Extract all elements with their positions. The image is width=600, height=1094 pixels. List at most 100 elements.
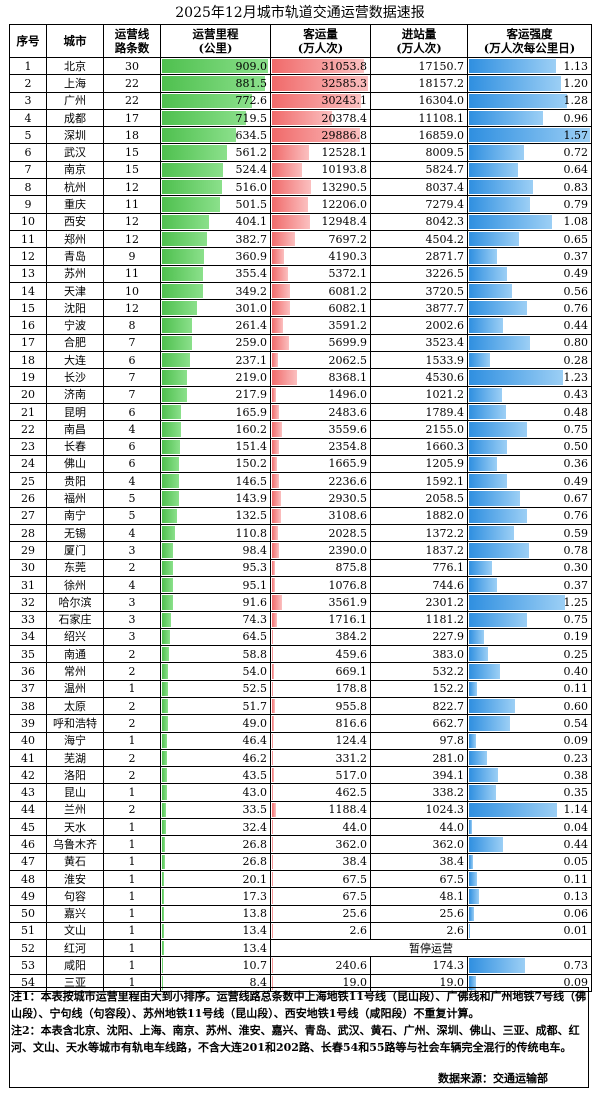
ridership-value: 30243.1 (321, 94, 368, 108)
entries-value: 97.8 (370, 731, 468, 750)
ridership-bar (272, 560, 275, 575)
intensity-cell: 1.23 (467, 368, 592, 387)
line-count: 1 (103, 731, 161, 750)
city-name: 大连 (46, 351, 104, 370)
intensity-cell: 0.38 (467, 766, 592, 785)
mileage-value: 404.1 (235, 215, 268, 229)
intensity-cell: 0.44 (467, 835, 592, 854)
table-row: 21 昆明 6 165.9 2483.6 1789.4 0.48 (9, 402, 592, 422)
mileage-cell: 404.1 (160, 212, 271, 231)
table-row: 13 苏州 11 355.4 5372.1 3226.5 0.49 (9, 264, 592, 283)
mileage-bar (162, 733, 168, 748)
suspended-status: 暂停运营 (270, 939, 592, 958)
table-row: 6 武汉 15 561.2 12528.1 8009.5 0.72 (9, 143, 592, 162)
table-row: 47 黄石 1 26.8 38.4 38.4 0.05 (9, 852, 592, 871)
ridership-bar (272, 837, 274, 852)
ridership-value: 12948.4 (321, 215, 368, 229)
intensity-value: 1.14 (563, 803, 589, 817)
intensity-cell: 0.76 (467, 299, 592, 318)
row-index: 9 (9, 195, 47, 214)
entries-value: 1789.4 (370, 402, 468, 422)
table-row: 53 咸阳 1 10.7 240.6 174.3 0.73 (9, 956, 592, 975)
row-index: 3 (9, 91, 47, 110)
intensity-bar (469, 180, 533, 195)
intensity-value: 0.67 (563, 492, 589, 506)
ridership-value: 3561.9 (328, 595, 368, 609)
ridership-value: 2062.5 (328, 353, 368, 367)
city-name: 东莞 (46, 558, 104, 577)
mileage-cell: 52.5 (160, 679, 271, 698)
table-row: 8 杭州 12 516.0 13290.5 8037.4 0.83 (9, 178, 592, 197)
table-row: 18 大连 6 237.1 2062.5 1533.9 0.28 (9, 351, 592, 370)
intensity-value: 0.09 (563, 734, 589, 748)
ridership-cell: 2062.5 (270, 351, 371, 370)
intensity-value: 0.80 (563, 336, 589, 350)
ridership-value: 2930.5 (328, 492, 368, 506)
ridership-value: 20378.4 (321, 111, 368, 125)
table-row: 49 句容 1 17.3 67.5 48.1 0.13 (9, 887, 592, 906)
ridership-bar (272, 595, 283, 610)
line-count: 1 (103, 939, 161, 958)
intensity-bar (469, 301, 528, 316)
mileage-cell: 54.0 (160, 662, 271, 681)
mileage-bar (162, 577, 174, 593)
ridership-cell: 517.0 (270, 766, 371, 785)
mileage-bar (162, 353, 190, 368)
line-count: 6 (103, 454, 161, 474)
ridership-bar (272, 318, 283, 333)
ridership-value: 67.5 (342, 872, 368, 886)
mileage-bar (162, 335, 193, 351)
ridership-cell: 29886.8 (270, 126, 371, 145)
ridership-value: 7697.2 (328, 232, 368, 246)
ridership-value: 1076.8 (328, 578, 368, 592)
row-index: 23 (9, 437, 47, 456)
entries-value: 394.1 (370, 766, 468, 785)
intensity-cell: 0.76 (467, 506, 592, 526)
report-title: 2025年12月城市轨道交通运营数据速报 (175, 5, 425, 21)
ridership-bar (272, 889, 273, 904)
header-lines-line: 路条数 (114, 41, 150, 55)
ridership-bar (272, 647, 274, 662)
intensity-value: 0.30 (563, 561, 589, 575)
line-count: 18 (103, 126, 161, 145)
intensity-bar (469, 318, 503, 333)
intensity-cell: 0.37 (467, 247, 592, 266)
mileage-bar (162, 162, 223, 178)
table-row: 12 青岛 9 360.9 4190.3 2871.7 0.37 (9, 247, 592, 266)
intensity-value: 0.65 (563, 232, 589, 246)
intensity-bar (469, 820, 473, 835)
row-index: 33 (9, 610, 47, 629)
entries-value: 25.6 (370, 904, 468, 923)
intensity-cell: 0.80 (467, 333, 592, 353)
ridership-value: 124.4 (335, 734, 368, 748)
intensity-value: 0.78 (563, 543, 589, 557)
mileage-cell: 43.0 (160, 783, 271, 802)
line-count: 9 (103, 247, 161, 266)
table-row: 4 成都 17 719.5 20378.4 11108.1 0.96 (9, 108, 592, 128)
line-count: 1 (103, 783, 161, 802)
intensity-cell: 0.75 (467, 610, 592, 629)
ridership-cell: 816.6 (270, 714, 371, 733)
mileage-bar (162, 491, 179, 506)
entries-value: 744.6 (370, 575, 468, 595)
city-name: 广州 (46, 91, 104, 110)
mileage-bar (162, 110, 246, 126)
ridership-cell: 12948.4 (270, 212, 371, 231)
entries-value: 8037.4 (370, 178, 468, 197)
city-name: 天津 (46, 281, 104, 301)
intensity-cell: 0.48 (467, 402, 592, 422)
mileage-cell: 49.0 (160, 714, 271, 733)
table-row: 32 哈尔滨 3 91.6 3561.9 2301.2 1.25 (9, 593, 592, 612)
ridership-bar (272, 353, 279, 368)
intensity-value: 0.79 (563, 198, 589, 212)
intensity-cell: 0.49 (467, 472, 592, 491)
line-count: 6 (103, 402, 161, 422)
ridership-value: 31053.8 (321, 59, 368, 73)
table-row: 52 红河 1 13.4 暂停运营 (9, 939, 592, 958)
intensity-bar (469, 681, 478, 696)
row-index: 31 (9, 575, 47, 595)
intensity-cell: 0.09 (467, 973, 592, 993)
table-row: 26 福州 5 143.9 2930.5 2058.5 0.67 (9, 489, 592, 508)
intensity-value: 0.49 (563, 474, 589, 488)
mileage-value: 17.3 (242, 889, 268, 903)
